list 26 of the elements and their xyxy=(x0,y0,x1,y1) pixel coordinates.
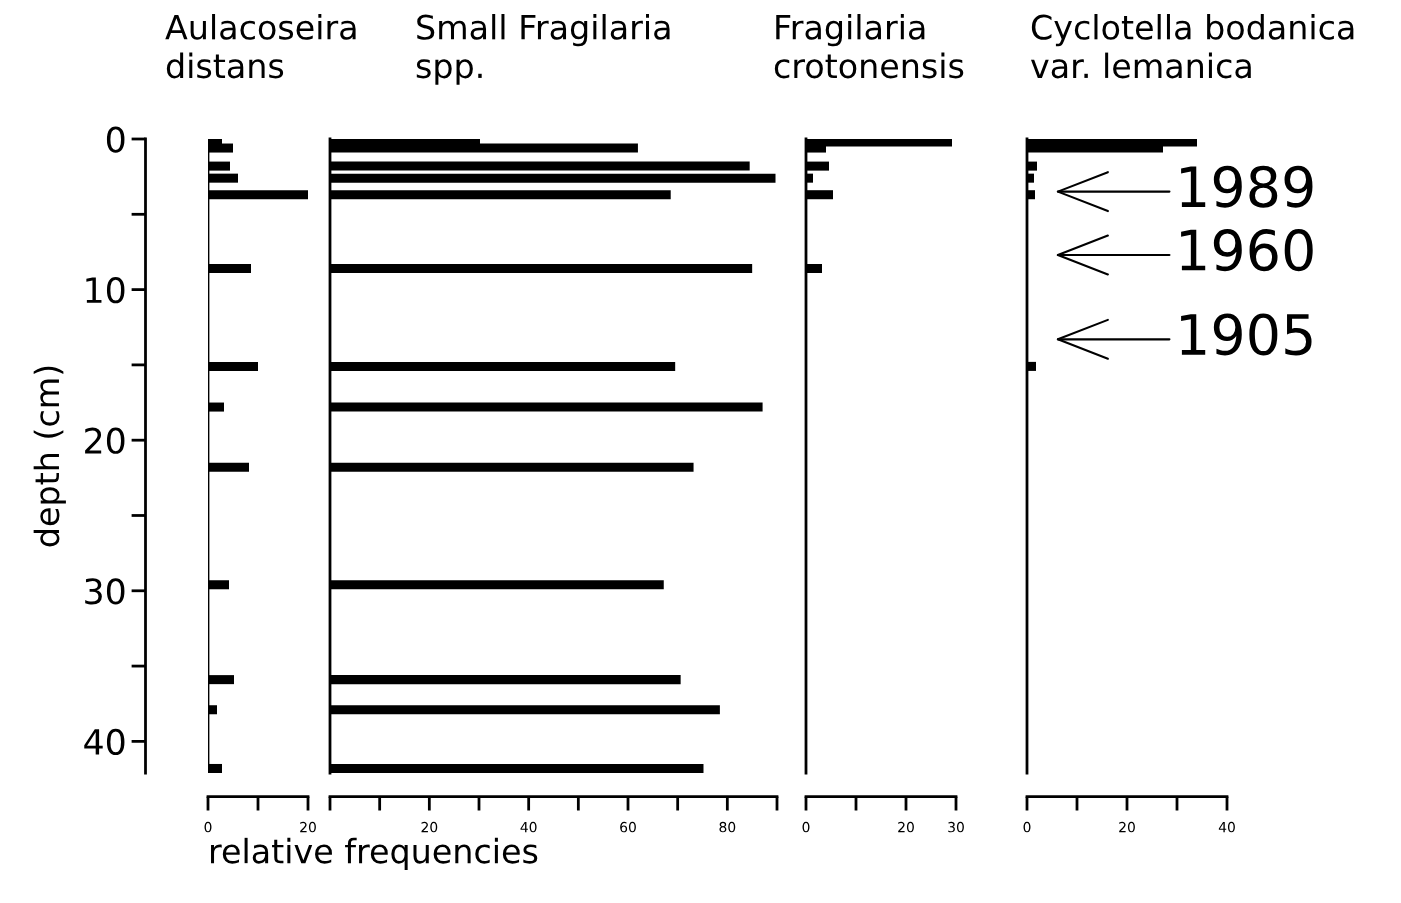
x-tick-label: 20 xyxy=(300,821,316,833)
chart-title: Cyclotella bodanica var. lemanica xyxy=(1030,14,1354,79)
chart-title: Small Fragilaria spp. xyxy=(416,14,670,85)
y-axis-title: depth (cm) xyxy=(33,366,66,547)
annotation: 1960 xyxy=(1181,229,1313,272)
x-tick-label: 0 xyxy=(1023,821,1031,833)
x-tick-label: 40 xyxy=(1218,821,1235,833)
x-tick-label: 20 xyxy=(898,821,914,833)
chart-title: Aulacoseira distans xyxy=(165,14,356,79)
annotation: 1905 xyxy=(1181,313,1312,356)
x-tick-label: 0 xyxy=(802,821,810,833)
annotation: 1989 xyxy=(1181,165,1313,208)
x-tick-label: 40 xyxy=(520,821,537,833)
x-axis-title: relative frequencies xyxy=(211,837,538,871)
x-tick-label: 80 xyxy=(719,821,736,833)
y-tick-label: 10 xyxy=(86,277,125,304)
y-tick-label: 20 xyxy=(85,427,125,454)
y-tick-label: 30 xyxy=(85,578,125,605)
chart-title: Fragilaria crotonensis xyxy=(774,14,964,79)
x-tick-label: 60 xyxy=(620,821,636,833)
y-tick-label: 0 xyxy=(106,126,125,153)
x-tick-label: 20 xyxy=(421,821,438,833)
x-tick-label: 30 xyxy=(948,821,964,833)
x-tick-label: 20 xyxy=(1119,821,1135,833)
y-tick-label: 40 xyxy=(84,728,125,756)
x-tick-label: 0 xyxy=(204,821,212,833)
